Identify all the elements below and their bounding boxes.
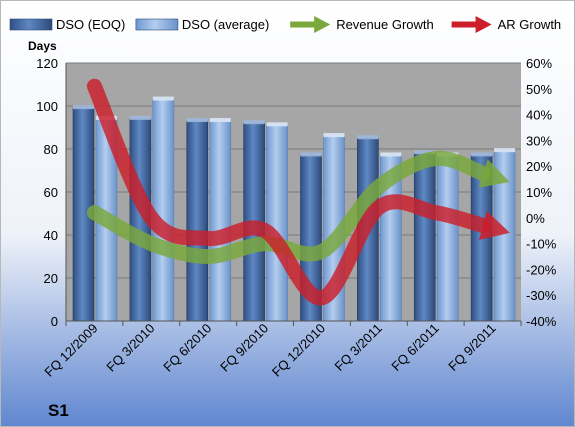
bar-cap <box>186 118 208 123</box>
legend-arrow <box>314 16 331 33</box>
bar-cap <box>380 152 402 157</box>
bar <box>413 153 436 322</box>
legend-label: AR Growth <box>498 17 562 32</box>
legend-swatch <box>135 18 179 31</box>
y2-tick-label: 10% <box>526 185 552 200</box>
bar-cap <box>494 148 516 153</box>
y2-tick-label: -30% <box>526 288 557 303</box>
y-tick-label: 40 <box>44 228 58 243</box>
y2-tick-label: 60% <box>526 56 552 71</box>
legend-label: Revenue Growth <box>336 17 434 32</box>
y-tick-label: 60 <box>44 185 58 200</box>
y2-tick-label: -20% <box>526 262 557 277</box>
bar-cap <box>266 122 288 127</box>
y2-tick-label: 30% <box>526 133 552 148</box>
bar <box>209 120 232 322</box>
y-tick-label: 80 <box>44 142 58 157</box>
growth-lines <box>86 78 510 306</box>
bars <box>72 96 516 322</box>
series-line <box>86 150 491 264</box>
brand-label: S1 <box>48 401 69 420</box>
bar <box>152 99 175 322</box>
bar-cap <box>152 96 174 101</box>
legend-label: DSO (EOQ) <box>56 17 125 32</box>
bar-cap <box>323 133 345 138</box>
y-tick-label: 100 <box>36 99 58 114</box>
bar-cap <box>357 135 379 140</box>
y2-tick-label: 20% <box>526 159 552 174</box>
series-arrowhead <box>478 211 510 240</box>
bar-cap <box>300 152 322 157</box>
y2-tick-label: -10% <box>526 237 557 252</box>
y-tick-label: 20 <box>44 271 58 286</box>
y2-tick-label: 0% <box>526 211 545 226</box>
y-axis-title: Days <box>28 39 57 53</box>
legend: DSO (EOQ) DSO (average) Revenue Growth AR G… <box>9 16 562 33</box>
bar-cap <box>471 152 493 157</box>
legend-label: DSO (average) <box>182 17 269 32</box>
bar-cap <box>73 105 94 110</box>
y-tick-label: 0 <box>51 314 58 329</box>
bar <box>186 120 209 322</box>
y2-tick-label: 50% <box>526 82 552 97</box>
bar-cap <box>243 120 265 125</box>
y-tick-label: 120 <box>36 56 58 71</box>
series-line <box>86 78 491 306</box>
bar <box>436 155 459 322</box>
legend-swatch <box>9 18 53 31</box>
bar <box>266 125 288 322</box>
y2-tick-label: 40% <box>526 108 552 123</box>
bar-cap <box>414 150 436 155</box>
bar-cap <box>129 115 151 120</box>
legend-arrow <box>475 16 492 33</box>
y2-tick-label: -40% <box>526 314 557 329</box>
series-arrowhead <box>478 159 510 188</box>
bar-cap <box>209 118 231 123</box>
